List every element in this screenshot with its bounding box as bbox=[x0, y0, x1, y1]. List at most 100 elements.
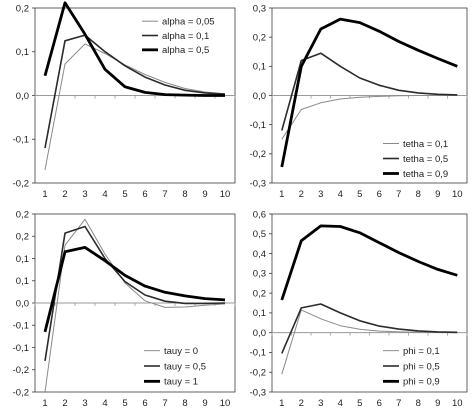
legend-label: phi = 0,5 bbox=[403, 361, 440, 372]
y-tick-label: 0,1 bbox=[16, 47, 29, 58]
x-tick-label: 8 bbox=[182, 189, 187, 200]
x-tick-label: 1 bbox=[279, 189, 284, 200]
x-tick-label: 9 bbox=[435, 189, 440, 200]
x-tick-label: 6 bbox=[377, 189, 382, 200]
legend-label: alpha = 0,5 bbox=[162, 45, 209, 56]
series-line bbox=[43, 1, 225, 97]
legend-label: tetha = 0,5 bbox=[403, 154, 448, 165]
series-line bbox=[281, 309, 458, 375]
y-tick-label: -0,3 bbox=[250, 387, 266, 398]
y-tick-label: 0,2 bbox=[16, 232, 29, 243]
y-tick-label: 0,1 bbox=[16, 276, 29, 287]
series-line bbox=[44, 34, 226, 149]
y-tick-label: 0,0 bbox=[16, 91, 29, 102]
y-tick-label: -0,1 bbox=[250, 120, 266, 131]
x-tick-label: 9 bbox=[435, 398, 440, 409]
y-tick-label: 0,1 bbox=[16, 254, 29, 265]
series-line bbox=[281, 303, 458, 354]
legend-label: alpha = 0,05 bbox=[162, 16, 215, 27]
y-tick-label: 0,5 bbox=[253, 229, 266, 240]
y-tick-label: -0,2 bbox=[13, 365, 29, 376]
x-tick-label: 2 bbox=[62, 398, 67, 409]
y-tick-label: -0,2 bbox=[13, 387, 29, 398]
x-tick-label: 9 bbox=[202, 189, 207, 200]
x-tick-label: 4 bbox=[338, 398, 343, 409]
x-tick-label: 4 bbox=[338, 189, 343, 200]
y-tick-label: 0,0 bbox=[253, 328, 266, 339]
x-tick-label: 5 bbox=[122, 189, 127, 200]
x-tick-label: 10 bbox=[452, 189, 463, 200]
panel-tetha: -0,3 -0,2 -0,1 0,0 0,1 0,2 0,3 1 2 3 4 5 6 7 8 9 10 tetha… bbox=[250, 3, 468, 200]
series-line bbox=[280, 17, 458, 168]
x-tick-label: 5 bbox=[122, 398, 127, 409]
y-tick-label: 0,3 bbox=[253, 3, 266, 14]
y-tick-label: -0,1 bbox=[13, 343, 29, 354]
legend-label: tauy = 0 bbox=[164, 346, 198, 357]
x-tick-label: 4 bbox=[102, 398, 107, 409]
x-tick-label: 10 bbox=[220, 398, 231, 409]
y-tick-label: -0,1 bbox=[13, 321, 29, 332]
legend-label: tauy = 0,5 bbox=[164, 361, 206, 372]
x-tick-label: 8 bbox=[416, 189, 421, 200]
series-line bbox=[43, 245, 226, 333]
x-tick-label: 2 bbox=[299, 398, 304, 409]
x-tick-label: 3 bbox=[82, 189, 87, 200]
y-tick-label: -0,2 bbox=[250, 368, 266, 379]
x-tick-label: 7 bbox=[162, 398, 167, 409]
y-tick-label: 0,0 bbox=[253, 91, 266, 102]
y-tick-label: -0,1 bbox=[13, 135, 29, 146]
x-tick-label: 3 bbox=[82, 398, 87, 409]
plot-frame bbox=[271, 213, 468, 393]
y-tick-label: 0,2 bbox=[253, 288, 266, 299]
x-tick-label: 10 bbox=[220, 189, 231, 200]
x-tick-label: 2 bbox=[62, 189, 67, 200]
legend-label: phi = 0,9 bbox=[403, 377, 440, 388]
y-tick-label: 0,4 bbox=[253, 249, 266, 260]
series-line bbox=[44, 218, 226, 393]
x-tick-label: 5 bbox=[357, 398, 362, 409]
x-tick-label: 6 bbox=[377, 398, 382, 409]
x-tick-label: 6 bbox=[142, 189, 147, 200]
legend-label: alpha = 0,1 bbox=[162, 31, 209, 42]
panel-phi: -0,3 -0,2 -0,1 0,0 0,1 0,2 0,3 0,4 0,5 0,6 1 2 3 4 5 6 7… bbox=[250, 209, 468, 409]
x-tick-label: 3 bbox=[318, 398, 323, 409]
x-tick-label: 7 bbox=[396, 398, 401, 409]
x-tick-label: 2 bbox=[299, 189, 304, 200]
x-tick-label: 4 bbox=[102, 189, 107, 200]
y-tick-label: 0,2 bbox=[16, 3, 29, 14]
x-tick-label: 8 bbox=[416, 398, 421, 409]
series-line bbox=[281, 52, 458, 131]
y-tick-label: -0,1 bbox=[250, 348, 266, 359]
x-tick-label: 8 bbox=[182, 398, 187, 409]
legend-label: tetha = 0,9 bbox=[403, 169, 448, 180]
panel-tauy: -0,2 -0,2 -0,1 -0,1 0,0 0,1 0,1 0,2 0,2 1 2 3 4 5 6 7 8 9… bbox=[13, 209, 236, 409]
x-tick-label: 1 bbox=[42, 189, 47, 200]
y-tick-label: 0,6 bbox=[253, 209, 266, 220]
x-tick-label: 5 bbox=[357, 189, 362, 200]
x-tick-label: 9 bbox=[202, 398, 207, 409]
y-tick-label: 0,3 bbox=[253, 269, 266, 280]
legend-label: tetha = 0,1 bbox=[403, 139, 448, 150]
series-line bbox=[44, 225, 226, 362]
legend-label: phi = 0,1 bbox=[403, 346, 440, 357]
y-tick-label: 0,2 bbox=[253, 32, 266, 43]
y-tick-label: -0,2 bbox=[13, 178, 29, 189]
series-line bbox=[281, 95, 458, 140]
y-tick-label: 0,0 bbox=[16, 298, 29, 309]
x-tick-label: 6 bbox=[142, 398, 147, 409]
x-tick-label: 3 bbox=[318, 189, 323, 200]
x-tick-label: 1 bbox=[279, 398, 284, 409]
panel-alpha: -0,2 -0,1 0,0 0,1 0,2 1 2 3 4 5 6 7 8 9 10 alpha = 0,05… bbox=[13, 1, 236, 200]
y-tick-label: -0,3 bbox=[250, 178, 266, 189]
x-tick-label: 7 bbox=[162, 189, 167, 200]
series-line bbox=[280, 224, 458, 301]
y-tick-label: 0,1 bbox=[253, 62, 266, 73]
x-tick-label: 7 bbox=[396, 189, 401, 200]
x-tick-label: 10 bbox=[452, 398, 463, 409]
y-tick-label: 0,1 bbox=[253, 308, 266, 319]
legend-label: tauy = 1 bbox=[164, 377, 198, 388]
y-tick-label: -0,2 bbox=[250, 149, 266, 160]
y-tick-label: 0,2 bbox=[16, 209, 29, 220]
series-line bbox=[44, 43, 226, 170]
